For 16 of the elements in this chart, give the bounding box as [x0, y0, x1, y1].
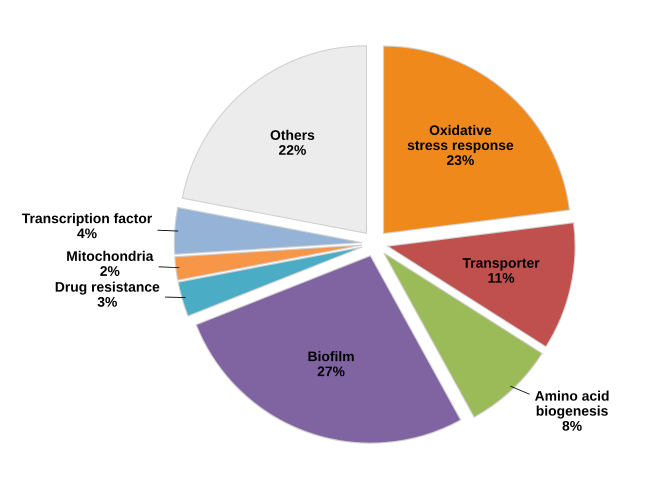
- data-label: 2%: [100, 266, 120, 276]
- slice-label: Transporter: [462, 258, 540, 271]
- slice-label: Biofilm: [308, 351, 354, 362]
- slice-label: Transcription factor: [22, 213, 152, 226]
- data-label: 22%: [279, 145, 306, 155]
- data-label: 11%: [488, 272, 514, 283]
- data-label: 4%: [77, 228, 97, 238]
- data-label: 27%: [318, 366, 345, 376]
- slice-label: Mitochondria: [67, 250, 154, 262]
- slice-label: Amino acid biogenesis: [534, 390, 609, 419]
- slice-label: Drug resistance: [56, 282, 160, 295]
- data-label: 8%: [562, 420, 582, 431]
- slice-label: Oxidative stress response: [408, 124, 514, 153]
- data-label: 3%: [98, 296, 117, 307]
- slice-label: Others: [270, 130, 314, 140]
- data-label: 23%: [446, 155, 474, 166]
